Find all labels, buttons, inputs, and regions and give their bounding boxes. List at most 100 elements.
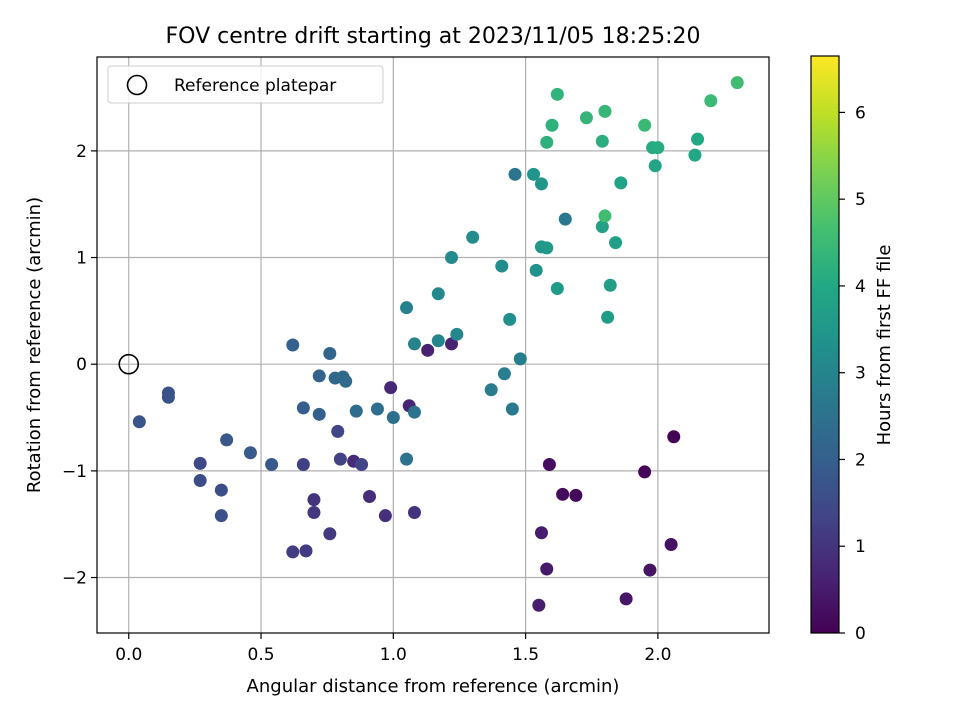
colorbar-tick-label: 4 — [855, 277, 866, 297]
scatter-point — [339, 374, 353, 388]
scatter-point — [545, 118, 559, 132]
scatter-point — [503, 312, 517, 326]
scatter-point — [307, 505, 321, 519]
legend-entry-label: Reference platepar — [174, 76, 336, 96]
colorbar-tick-label: 0 — [855, 624, 866, 644]
scatter-point — [466, 230, 480, 244]
scatter-point — [378, 509, 392, 523]
legend-marker-open-circle-icon — [126, 74, 148, 96]
scatter-point — [609, 236, 623, 250]
y-tick-label: 1 — [76, 249, 87, 269]
scatter-point — [579, 111, 593, 125]
scatter-point — [540, 135, 554, 149]
scatter-point — [558, 212, 572, 226]
scatter-point — [355, 457, 369, 471]
colorbar-frame — [810, 55, 840, 634]
y-tick-label: −1 — [62, 462, 87, 482]
x-axis-label: Angular distance from reference (arcmin) — [247, 676, 620, 697]
scatter-point — [688, 148, 702, 162]
scatter-point — [534, 526, 548, 540]
scatter-points — [132, 76, 744, 612]
scatter-point — [529, 263, 543, 277]
scatter-point — [643, 563, 657, 577]
x-tick-label: 1.0 — [380, 645, 407, 665]
scatter-point — [527, 167, 541, 181]
scatter-point — [286, 338, 300, 352]
scatter-point — [651, 141, 665, 155]
scatter-point — [550, 281, 564, 295]
scatter-point — [664, 537, 678, 551]
scatter-point — [400, 301, 414, 315]
scatter-point — [445, 337, 459, 351]
chart-title: FOV centre drift starting at 2023/11/05 … — [166, 24, 701, 49]
scatter-point — [214, 483, 228, 497]
scatter-point — [400, 452, 414, 466]
scatter-point — [497, 367, 511, 381]
colorbar-tick-label: 1 — [855, 537, 866, 557]
scatter-point — [484, 383, 498, 397]
scatter-point — [312, 407, 326, 421]
scatter-point — [638, 465, 652, 479]
y-tick-label: −2 — [62, 569, 87, 589]
scatter-point — [384, 381, 398, 395]
scatter-point — [220, 433, 234, 447]
x-tick-label: 0.5 — [248, 645, 275, 665]
scatter-point — [193, 456, 207, 470]
scatter-point — [704, 94, 718, 108]
scatter-point — [386, 411, 400, 425]
scatter-point — [595, 220, 609, 234]
scatter-point — [542, 457, 556, 471]
colorbar-tick-label: 5 — [855, 190, 866, 210]
scatter-point — [421, 343, 435, 357]
scatter-point — [331, 424, 345, 438]
scatter-point — [505, 402, 519, 416]
colorbar-label: Hours from first FF file — [874, 245, 895, 446]
y-axis-label: Rotation from reference (arcmin) — [24, 197, 45, 493]
scatter-point — [550, 87, 564, 101]
scatter-point — [161, 390, 175, 404]
scatter-point — [532, 598, 546, 612]
scatter-point — [312, 369, 326, 383]
scatter-point — [286, 545, 300, 559]
scatter-point — [691, 132, 705, 146]
x-axis-ticks: 0.0 0.5 1.0 1.5 2.0 — [115, 633, 671, 665]
scatter-point — [540, 241, 554, 255]
x-tick-label: 2.0 — [644, 645, 671, 665]
y-axis-ticks: −2 −1 0 1 2 — [62, 142, 97, 589]
scatter-point — [603, 278, 617, 292]
scatter-point — [540, 562, 554, 576]
scatter-point — [431, 287, 445, 301]
scatter-point — [333, 452, 347, 466]
scatter-point — [648, 159, 662, 173]
scatter-point — [556, 487, 570, 501]
scatter-point — [598, 104, 612, 118]
x-tick-label: 0.0 — [115, 645, 142, 665]
scatter-point — [601, 310, 615, 324]
scatter-point — [667, 430, 681, 444]
scatter-point — [323, 347, 337, 361]
reference-platepar-marker — [118, 353, 140, 375]
scatter-point — [638, 118, 652, 132]
scatter-point — [513, 352, 527, 366]
scatter-point — [569, 488, 583, 502]
scatter-point — [407, 505, 421, 519]
scatter-point — [445, 251, 459, 265]
scatter-point — [619, 592, 633, 606]
scatter-point — [508, 167, 522, 181]
colorbar-tick-label: 2 — [855, 450, 866, 470]
colorbar-ticks: 0 1 2 3 4 5 6 — [839, 103, 866, 644]
y-tick-label: 0 — [76, 355, 87, 375]
scatter-point — [265, 457, 279, 471]
scatter-point — [307, 493, 321, 507]
plot-frame — [96, 56, 770, 634]
colorbar-gradient — [811, 56, 839, 633]
scatter-point — [299, 544, 313, 558]
scatter-point — [431, 334, 445, 348]
scatter-point — [296, 457, 310, 471]
scatter-point — [132, 415, 146, 429]
scatter-point — [296, 401, 310, 415]
scatter-point — [614, 176, 628, 190]
scatter-point — [243, 446, 257, 460]
legend: Reference platepar — [107, 65, 384, 104]
plot-area: 0.0 0.5 1.0 1.5 2.0 −2 −1 0 1 2 — [62, 56, 770, 665]
